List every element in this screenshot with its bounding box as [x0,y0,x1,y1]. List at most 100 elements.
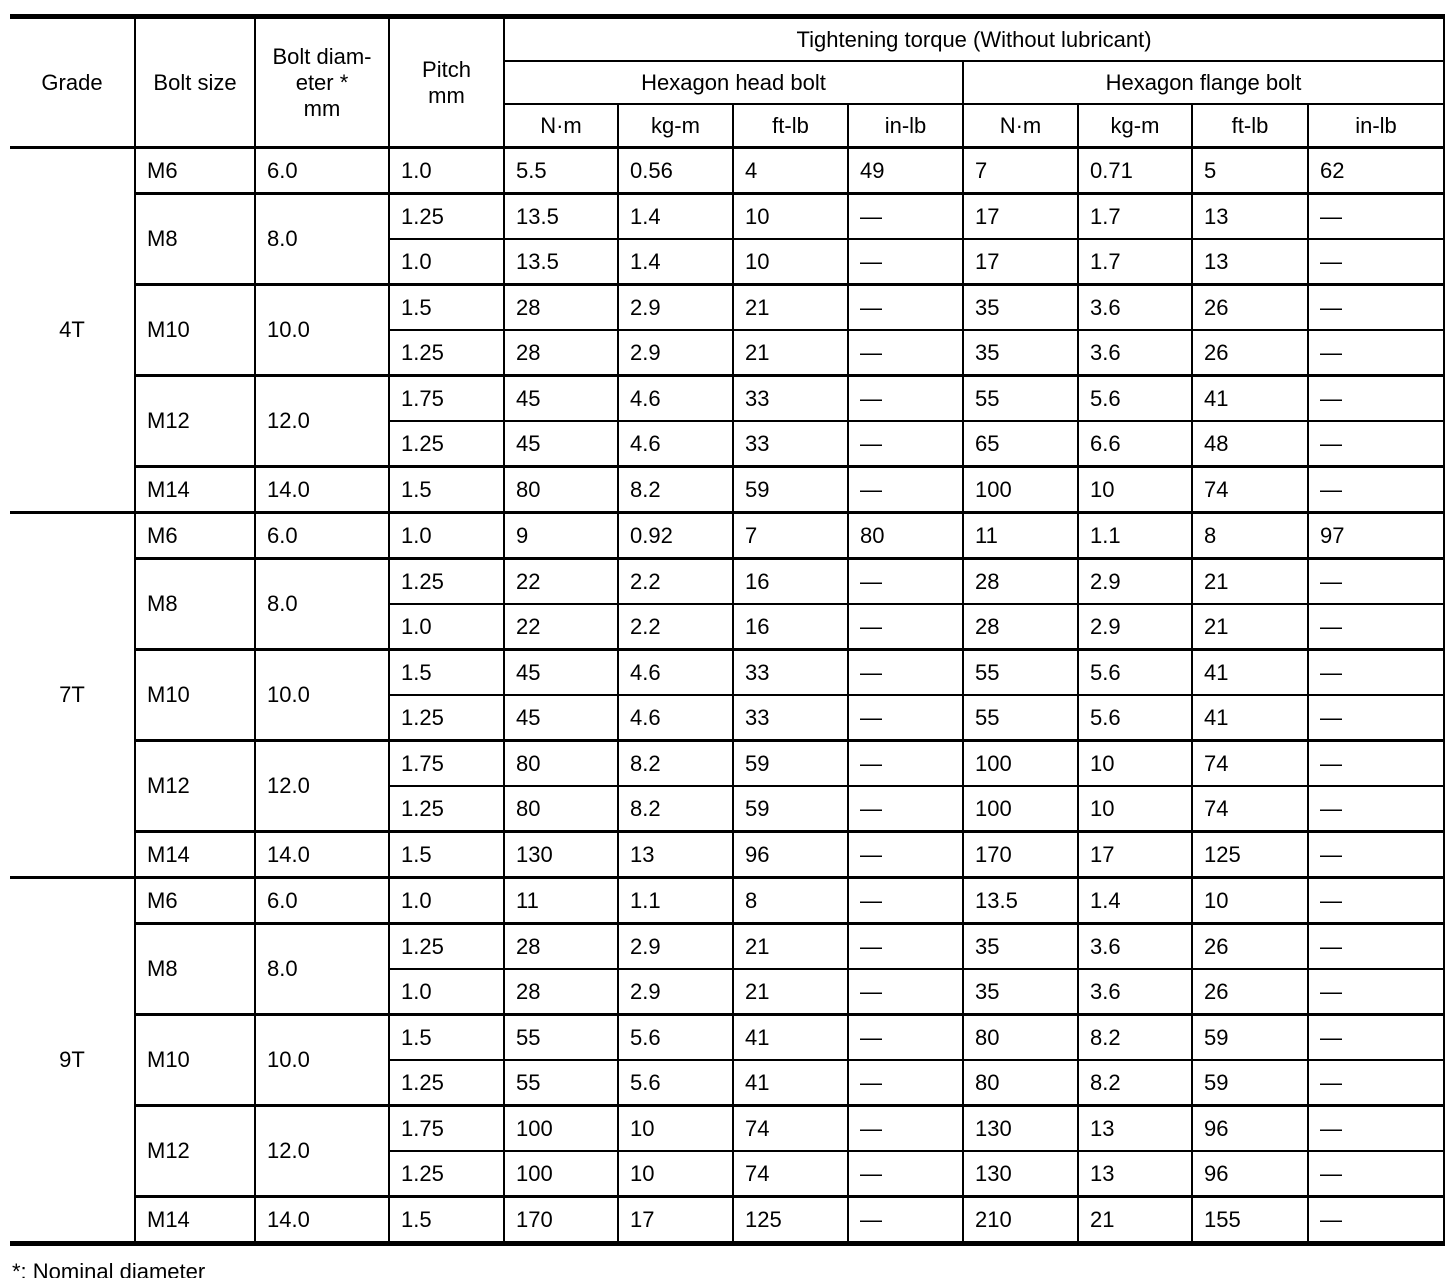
torque-value-cell: 5.6 [617,1059,734,1107]
torque-value-cell: 1.4 [617,192,734,240]
bolt-size-cell: M12 [134,739,256,833]
torque-value-cell: 35 [962,283,1079,331]
grade-cell: 9T [10,876,136,1245]
torque-value-cell: 10 [617,1104,734,1152]
header-hexagon-flange-bolt: Hexagon flange bolt [961,60,1446,105]
torque-value-cell: 74 [732,1150,849,1198]
pitch-cell: 1.25 [388,1059,505,1107]
torque-value-cell: — [1306,283,1446,331]
bolt-size-cell: M10 [134,283,256,377]
table-row: 1.0 22 2.2 16—28 2.9 21— [10,603,1446,651]
bolt-diameter-cell: 10.0 [254,648,390,742]
torque-value-cell: 10 [1077,465,1193,514]
torque-value-cell: 100 [962,739,1079,787]
torque-value-cell: 5.6 [1077,648,1193,696]
torque-value-cell: 21 [1077,1195,1193,1245]
table-row: M8 8.0 1.25 28 2.9 21—35 3.6 26— [10,922,1446,1016]
pitch-cell: 1.25 [388,922,505,970]
pitch-cell: 1.75 [388,374,505,422]
pitch-cell: 1.5 [388,830,505,879]
torque-value-cell: 4.6 [617,648,734,696]
torque-value-cell: 59 [732,739,849,787]
torque-value-cell: 55 [503,1059,619,1107]
torque-value-cell: 80 [962,1059,1079,1107]
header-torque-group: Tightening torque (Without lubricant) [502,15,1446,62]
torque-value-cell: 8.2 [617,785,734,833]
torque-value-cell: — [1306,465,1446,514]
bolt-diameter-cell: 6.0 [254,146,390,195]
torque-value-cell: — [1306,648,1446,696]
header-row-1: Grade Bolt size Bolt diam- eter * mm Pit… [10,15,1446,149]
torque-value-cell: 130 [503,830,619,879]
torque-value-cell: 10 [732,192,849,240]
torque-value-cell: 21 [732,968,849,1016]
torque-value-cell: 80 [503,465,619,514]
torque-value-cell: 100 [503,1104,619,1152]
torque-value-cell: — [847,238,964,286]
torque-value-cell: — [847,694,964,742]
torque-value-cell: 2.9 [1077,557,1193,605]
bolt-diameter-cell: 12.0 [254,739,390,833]
torque-value-cell: 1.1 [1077,511,1193,560]
torque-value-cell: — [847,1059,964,1107]
torque-value-cell: 21 [732,283,849,331]
torque-value-cell: 2.9 [617,968,734,1016]
torque-value-cell: — [847,1150,964,1198]
bolt-diameter-cell: 14.0 [254,830,390,879]
pitch-cell: 1.25 [388,557,505,605]
table-row: M8 8.0 1.25 13.5 1.4 10—17 1.7 13— [10,192,1446,286]
torque-value-cell: — [847,922,964,970]
torque-value-cell: 1.7 [1077,238,1193,286]
torque-value-cell: 10 [1191,876,1309,925]
header-unit-nm-head: N·m [503,103,619,149]
bolt-diameter-cell: 14.0 [254,465,390,514]
torque-value-cell: 26 [1191,283,1309,331]
bolt-diameter-cell: 8.0 [254,557,390,651]
torque-value-cell: 21 [1191,557,1309,605]
table-row: 1.25 45 4.6 33—55 5.6 41— [10,694,1446,742]
grade-cell: 7T [10,511,136,879]
torque-value-cell: 170 [503,1195,619,1245]
pitch-cell: 1.75 [388,1104,505,1152]
torque-value-cell: 80 [503,785,619,833]
torque-value-cell: 1.7 [1077,192,1193,240]
pitch-cell: 1.0 [388,146,505,195]
torque-value-cell: 13.5 [962,876,1079,925]
torque-value-cell: — [1306,1150,1446,1198]
bolt-size-cell: M6 [134,146,256,195]
torque-value-cell: 48 [1191,420,1309,468]
header-unit-kgm-flange: kg-m [1077,103,1193,149]
torque-value-cell: 74 [1191,785,1309,833]
table-row: 1.25 80 8.2 59—100 10 74— [10,785,1446,833]
torque-value-cell: 2.2 [617,557,734,605]
table-row: 4T M6 6.0 1.0 5.5 0.56 4 49 7 0.71 5 62 [10,146,1446,514]
torque-value-cell: 2.9 [617,283,734,331]
torque-value-cell: 11 [962,511,1079,560]
torque-value-cell: — [1306,238,1446,286]
torque-value-cell: — [1306,192,1446,240]
torque-value-cell: 7 [732,511,849,560]
torque-value-cell: 55 [962,694,1079,742]
torque-value-cell: — [1306,968,1446,1016]
torque-value-cell: 21 [732,922,849,970]
bolt-size-cell: M8 [134,922,256,1016]
bolt-diameter-cell: 14.0 [254,1195,390,1245]
pitch-cell: 1.5 [388,1195,505,1245]
torque-value-cell: 9 [503,511,619,560]
pitch-cell: 1.0 [388,968,505,1016]
torque-value-cell: — [847,739,964,787]
pitch-cell: 1.0 [388,603,505,651]
torque-value-cell: 17 [962,238,1079,286]
table-row: M8 8.0 1.25 22 2.2 16—28 2.9 21— [10,557,1446,651]
torque-value-cell: 74 [1191,465,1309,514]
torque-value-cell: 41 [1191,694,1309,742]
torque-value-cell: — [847,420,964,468]
torque-value-cell: 0.71 [1077,146,1193,195]
table-row: 7T M6 6.0 1.0 9 0.92 7 80 11 1.1 8 97 [10,511,1446,879]
torque-value-cell: — [847,1104,964,1152]
bolt-size-cell: M12 [134,1104,256,1198]
header-hexagon-head-bolt: Hexagon head bolt [503,60,964,105]
bolt-size-cell: M8 [134,192,256,286]
torque-value-cell: 10 [732,238,849,286]
